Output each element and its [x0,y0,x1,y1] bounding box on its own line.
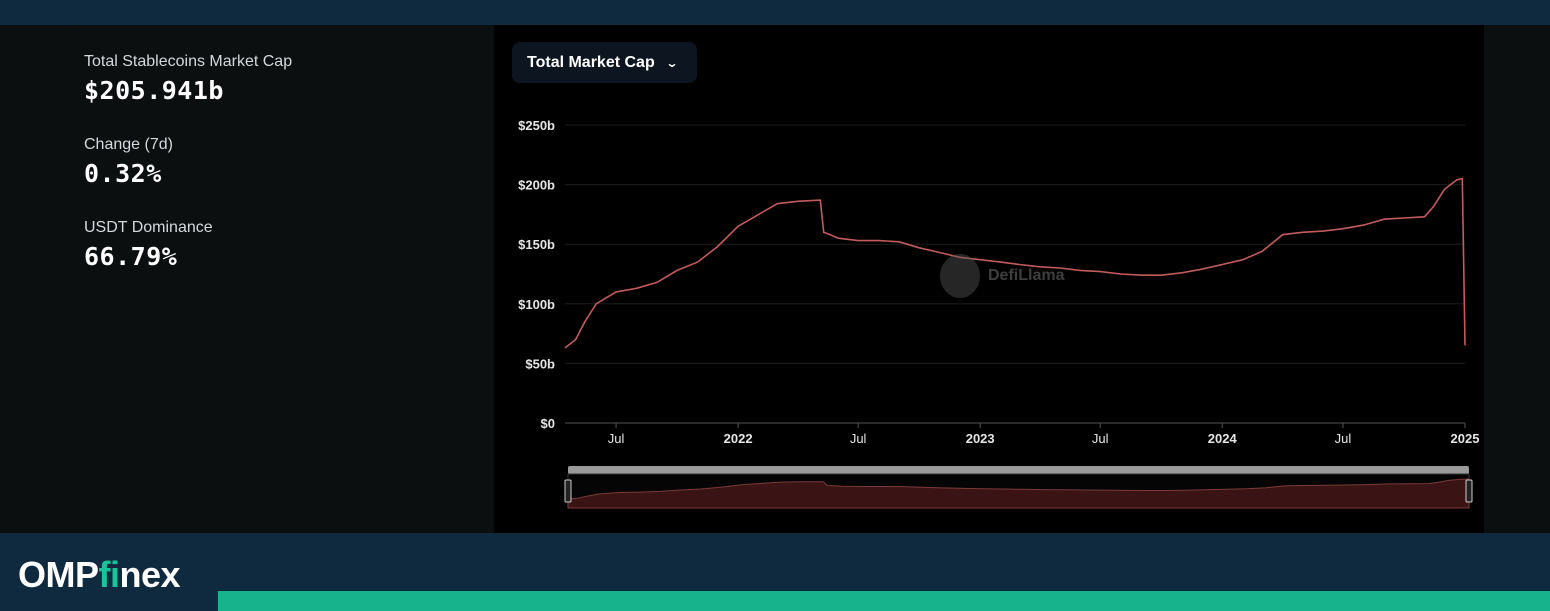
range-navigator [564,466,1473,509]
dropdown-label: Total Market Cap [527,53,655,71]
navigator-scrollbar[interactable] [568,466,1469,474]
stats-panel [57,25,494,533]
y-tick-label: $250b [518,118,555,133]
y-tick-label: $0 [541,416,555,431]
top-band [0,0,1550,25]
x-tick-label: Jul [850,431,867,446]
navigator-left-handle[interactable] [564,479,572,503]
change-7d-label: Change (7d) [84,136,173,153]
chevron-down-icon: ⌄ [665,55,679,70]
navigator-area [567,478,1470,509]
panel-edge [1484,25,1550,533]
market-cap-chart: $0 $50b $100b $150b $200b $250b Jul 2022 Jul 202… [518,118,1480,509]
chart-panel [494,25,1484,533]
y-tick-label: $100b [518,297,555,312]
usdt-dominance-value: 66.79% [84,242,178,271]
y-axis: $0 $50b $100b $150b $200b $250b [518,118,555,431]
usdt-dominance-label: USDT Dominance [84,219,213,236]
change-7d-value: 0.32% [84,159,162,188]
logo-accent: fi [98,554,121,595]
x-tick-label: 2023 [966,431,995,446]
x-tick-label: Jul [1335,431,1352,446]
y-tick-label: $50b [525,356,555,371]
y-tick-label: $200b [518,178,555,193]
x-tick-label: Jul [1092,431,1109,446]
logo-suffix: nex [119,554,181,595]
market-cap-value: $205.941b [84,76,224,105]
x-tick-label: 2022 [724,431,753,446]
logo-prefix: OMP [18,554,99,595]
defillama-watermark: DefiLlama [940,254,1064,298]
chart-type-dropdown[interactable]: Total Market Cap ⌄ [512,42,697,83]
llama-logo-icon [940,254,980,298]
chart-grid [565,124,1465,424]
series-line [564,177,1466,349]
x-tick-label: 2025 [1451,431,1480,446]
x-tick-label: 2024 [1208,431,1238,446]
watermark-text: DefiLlama [988,267,1065,284]
ompfinex-logo: OMPfinex [18,554,181,596]
navigator-right-handle[interactable] [1465,479,1473,503]
x-tick-label: Jul [608,431,625,446]
footer-stripe [218,591,1550,611]
y-tick-label: $150b [518,237,555,252]
x-axis: Jul 2022 Jul 2023 Jul 2024 Jul 2025 [608,423,1480,446]
market-cap-label: Total Stablecoins Market Cap [84,53,293,70]
